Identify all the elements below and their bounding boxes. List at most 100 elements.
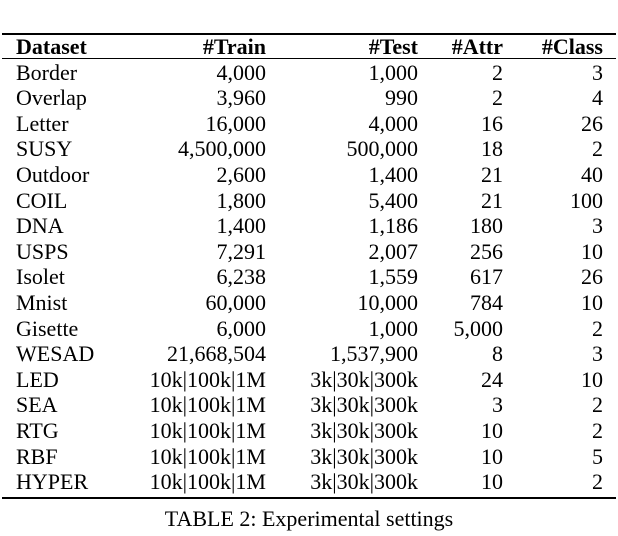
table-row: HYPER 10k|100k|1M 3k|30k|300k 10 2 [0,469,618,495]
cell-class: 2 [592,315,603,341]
table-row: Border 4,000 1,000 2 3 [0,60,618,86]
cell-test: 4,000 [368,110,419,136]
header-row: Dataset #Train #Test #Attr #Class [0,34,618,60]
cell-test: 3k|30k|300k [310,392,418,418]
cell-attr: 5,000 [453,315,504,341]
cell-train: 10k|100k|1M [149,392,266,418]
cell-class: 4 [592,85,603,111]
table-caption: TABLE 2: Experimental settings [164,506,454,531]
cell-dataset: Border [16,59,78,85]
cell-train: 4,000 [216,59,267,85]
cell-class: 10 [581,366,603,392]
cell-dataset: Isolet [16,264,65,290]
table-row: SEA 10k|100k|1M 3k|30k|300k 3 2 [0,392,618,418]
header-attr: #Attr [451,34,503,59]
cell-attr: 3 [492,392,503,418]
cell-dataset: SEA [16,392,58,418]
cell-test: 5,400 [368,187,419,213]
cell-train: 6,238 [216,264,267,290]
cell-attr: 180 [470,213,503,239]
bottom-rule [2,497,616,499]
cell-test: 3k|30k|300k [310,417,418,443]
cell-class: 3 [592,59,603,85]
cell-class: 2 [592,417,603,443]
cell-dataset: HYPER [16,469,89,495]
cell-class: 2 [592,469,603,495]
cell-dataset: LED [16,366,59,392]
header-test: #Test [368,34,418,59]
cell-attr: 21 [481,187,503,213]
mid-rule [2,58,616,59]
table-row: WESAD 21,668,504 1,537,900 8 3 [0,341,618,367]
cell-dataset: DNA [16,213,64,239]
cell-class: 5 [592,443,603,469]
cell-test: 990 [385,85,418,111]
cell-train: 16,000 [205,110,267,136]
cell-dataset: RTG [16,417,59,443]
cell-dataset: RBF [16,443,58,469]
cell-attr: 24 [481,366,503,392]
cell-class: 2 [592,136,603,162]
cell-class: 3 [592,213,603,239]
cell-train: 3,960 [216,85,267,111]
cell-test: 3k|30k|300k [310,443,418,469]
cell-train: 1,400 [216,213,267,239]
cell-attr: 617 [470,264,503,290]
cell-dataset: COIL [16,187,68,213]
cell-class: 26 [581,264,603,290]
cell-train: 10k|100k|1M [149,417,266,443]
cell-test: 500,000 [346,136,419,162]
table-row: DNA 1,400 1,186 180 3 [0,213,618,239]
cell-train: 10k|100k|1M [149,443,266,469]
cell-dataset: Outdoor [16,161,90,187]
cell-dataset: USPS [16,238,69,264]
cell-class: 100 [570,187,603,213]
cell-attr: 10 [481,469,503,495]
table-row: RTG 10k|100k|1M 3k|30k|300k 10 2 [0,418,618,444]
cell-attr: 10 [481,417,503,443]
cell-attr: 10 [481,443,503,469]
cell-test: 1,400 [368,161,419,187]
experimental-settings-table: Dataset #Train #Test #Attr #Class Border… [0,34,618,495]
cell-test: 2,007 [368,238,419,264]
cell-train: 2,600 [216,161,267,187]
cell-class: 3 [592,341,603,367]
cell-attr: 2 [492,85,503,111]
cell-attr: 8 [492,341,503,367]
cell-dataset: Overlap [16,85,87,111]
table-row: RBF 10k|100k|1M 3k|30k|300k 10 5 [0,444,618,470]
cell-test: 3k|30k|300k [310,469,418,495]
cell-class: 10 [581,289,603,315]
cell-class: 2 [592,392,603,418]
table-row: LED 10k|100k|1M 3k|30k|300k 24 10 [0,367,618,393]
table-row: Mnist 60,000 10,000 784 10 [0,290,618,316]
cell-train: 7,291 [216,238,267,264]
cell-train: 10k|100k|1M [149,366,266,392]
table-row: COIL 1,800 5,400 21 100 [0,188,618,214]
cell-attr: 16 [481,110,503,136]
cell-test: 1,537,900 [330,341,418,367]
table-row: Letter 16,000 4,000 16 26 [0,111,618,137]
cell-attr: 21 [481,161,503,187]
cell-dataset: Mnist [16,289,68,315]
header-class: #Class [541,34,603,59]
cell-test: 1,000 [368,315,419,341]
cell-test: 1,559 [368,264,419,290]
cell-dataset: Letter [16,110,69,136]
cell-attr: 2 [492,59,503,85]
header-train: #Train [202,34,266,59]
cell-test: 10,000 [357,289,419,315]
cell-train: 60,000 [205,289,267,315]
table-row: USPS 7,291 2,007 256 10 [0,239,618,265]
cell-class: 10 [581,238,603,264]
cell-train: 6,000 [216,315,267,341]
cell-attr: 18 [481,136,503,162]
table-row: Outdoor 2,600 1,400 21 40 [0,162,618,188]
table-row: Isolet 6,238 1,559 617 26 [0,264,618,290]
cell-test: 3k|30k|300k [310,366,418,392]
cell-dataset: SUSY [16,136,73,162]
cell-dataset: WESAD [16,341,95,367]
table-row: Gisette 6,000 1,000 5,000 2 [0,316,618,342]
cell-train: 10k|100k|1M [149,469,266,495]
